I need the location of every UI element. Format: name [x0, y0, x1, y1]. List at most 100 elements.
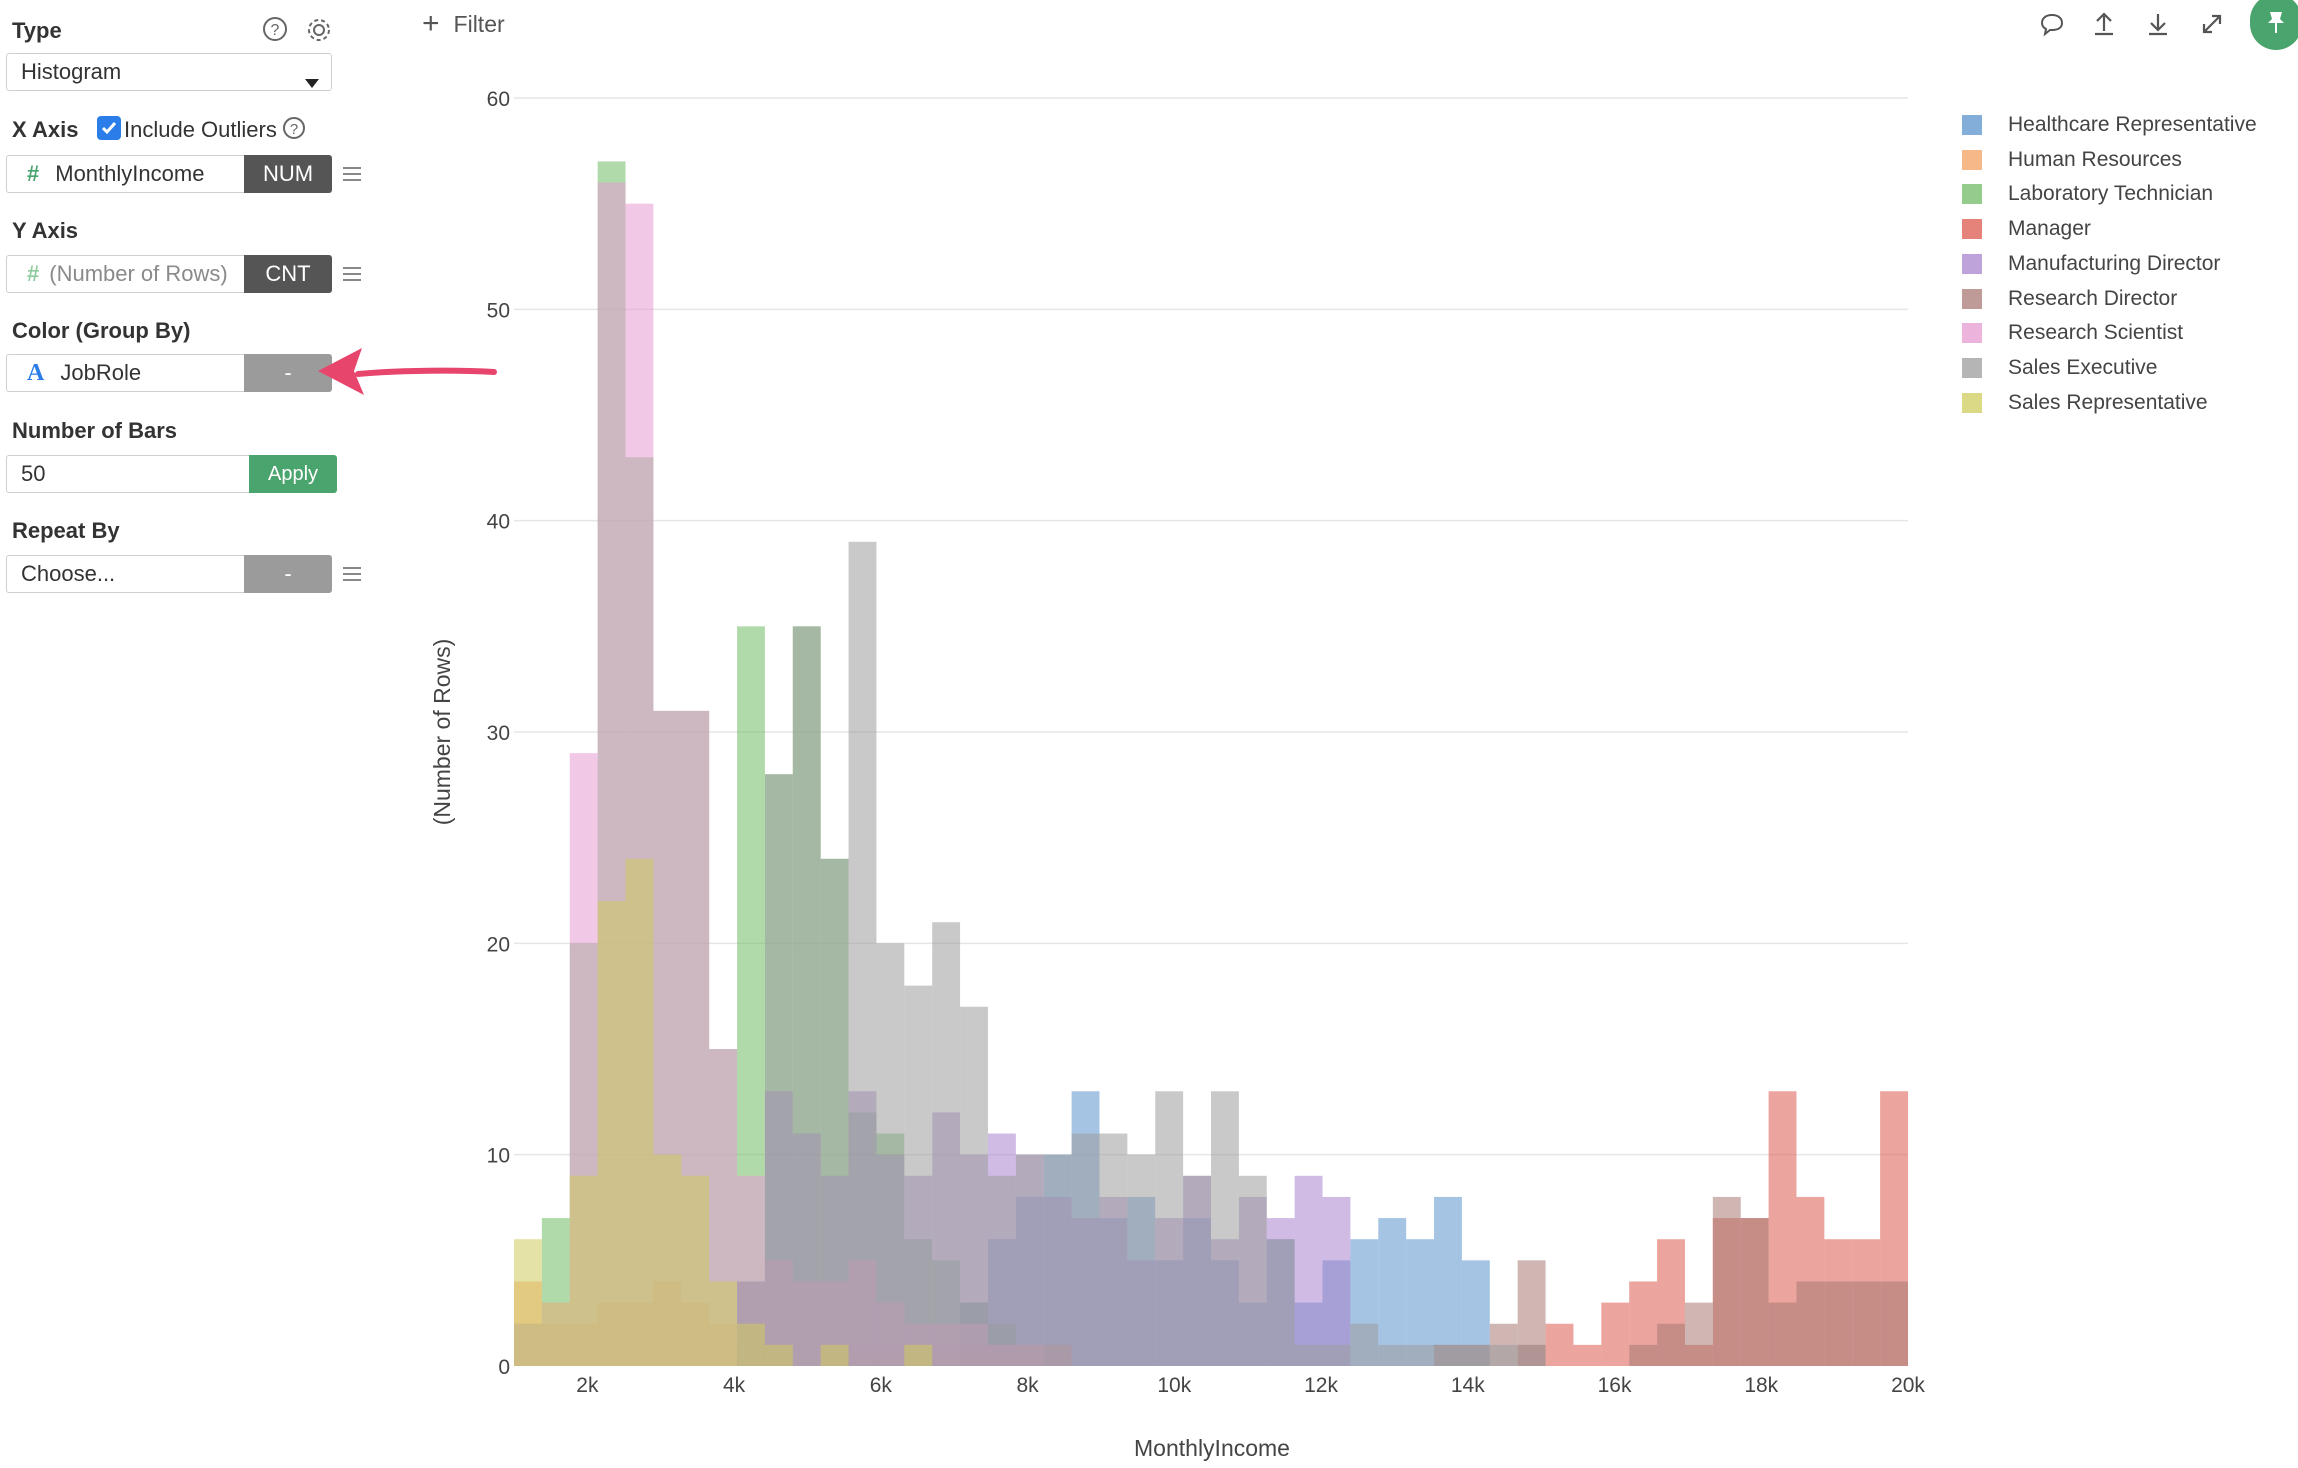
histogram-bar[interactable]: [1238, 1175, 1267, 1366]
histogram-bar[interactable]: [1127, 1154, 1156, 1366]
histogram-bar[interactable]: [1322, 1344, 1351, 1366]
x-axis-label: X Axis: [12, 117, 79, 142]
legend-swatch: [1962, 392, 1982, 413]
apply-button[interactable]: Apply: [249, 455, 337, 493]
histogram-bar[interactable]: [820, 1344, 849, 1366]
histogram-bar[interactable]: [1406, 1344, 1435, 1366]
repeat-by-menu-icon[interactable]: [343, 567, 361, 581]
histogram-bar[interactable]: [1601, 1302, 1630, 1366]
x-axis-field[interactable]: # MonthlyIncome: [6, 155, 244, 193]
histogram-bar[interactable]: [1489, 1344, 1518, 1366]
histogram-bar[interactable]: [876, 943, 905, 1366]
histogram-bar[interactable]: [1573, 1344, 1602, 1366]
histogram-bar[interactable]: [541, 1302, 570, 1366]
histogram-bar[interactable]: [1796, 1281, 1825, 1366]
x-axis-menu-icon[interactable]: [343, 167, 361, 181]
histogram-bar[interactable]: [904, 1344, 933, 1366]
y-axis-type-tag[interactable]: CNT: [244, 255, 332, 293]
include-outliers-checkbox[interactable]: [97, 116, 121, 140]
legend-item[interactable]: Research Director: [1962, 284, 2177, 314]
type-select[interactable]: Histogram: [6, 53, 332, 91]
comment-icon[interactable]: [2036, 8, 2068, 40]
histogram-bar[interactable]: [514, 1239, 542, 1366]
histogram-bar[interactable]: [1852, 1281, 1881, 1366]
histogram-bar[interactable]: [1183, 1175, 1211, 1366]
number-of-bars-input[interactable]: 50: [6, 455, 250, 493]
histogram-bar[interactable]: [1461, 1344, 1490, 1366]
histogram-bar[interactable]: [1155, 1091, 1184, 1366]
help-icon[interactable]: ?: [262, 16, 288, 42]
filter-label: Filter: [453, 10, 505, 37]
text-type-icon: A: [27, 359, 45, 386]
histogram-bar[interactable]: [1378, 1344, 1407, 1366]
histogram-bar[interactable]: [764, 1344, 793, 1366]
help-icon[interactable]: ?: [282, 116, 306, 140]
x-tick-label: 2k: [576, 1374, 599, 1397]
legend-item[interactable]: Sales Representative: [1962, 388, 2208, 418]
histogram-bar[interactable]: [1880, 1281, 1908, 1366]
plus-icon: +: [422, 7, 440, 40]
histogram-bar[interactable]: [1322, 1196, 1351, 1366]
histogram-bar[interactable]: [1071, 1133, 1100, 1366]
histogram-bar[interactable]: [904, 985, 933, 1366]
download-icon[interactable]: [2142, 8, 2174, 40]
histogram-bar[interactable]: [1294, 1175, 1323, 1366]
color-field-tag[interactable]: -: [244, 354, 332, 392]
legend-item[interactable]: Manufacturing Director: [1962, 249, 2220, 279]
histogram-bar[interactable]: [681, 1175, 710, 1366]
histogram-bar[interactable]: [709, 1281, 738, 1366]
histogram-bar[interactable]: [653, 1154, 682, 1366]
histogram-bar[interactable]: [848, 541, 877, 1366]
histogram-bar[interactable]: [1294, 1344, 1323, 1366]
color-field[interactable]: A JobRole: [6, 354, 244, 392]
upload-icon[interactable]: [2088, 8, 2120, 40]
y-axis-field[interactable]: # (Number of Rows): [6, 255, 244, 293]
histogram-bar[interactable]: [737, 1323, 765, 1366]
repeat-by-tag[interactable]: -: [244, 555, 332, 593]
histogram-bar[interactable]: [1378, 1218, 1407, 1366]
histogram-bar[interactable]: [1629, 1344, 1658, 1366]
x-tick-label: 16k: [1598, 1374, 1632, 1397]
pin-icon[interactable]: [2250, 0, 2298, 50]
histogram-bar[interactable]: [1712, 1196, 1741, 1366]
gear-icon[interactable]: [305, 16, 333, 44]
histogram-bar[interactable]: [1099, 1133, 1128, 1366]
histogram-bar[interactable]: [1517, 1344, 1546, 1366]
histogram-bar[interactable]: [1350, 1323, 1379, 1366]
expand-icon[interactable]: [2196, 8, 2228, 40]
histogram-bar[interactable]: [932, 922, 961, 1366]
histogram-bar[interactable]: [1434, 1344, 1462, 1366]
histogram-bar[interactable]: [1740, 1218, 1769, 1366]
legend-item[interactable]: Sales Executive: [1962, 353, 2157, 383]
histogram-bar[interactable]: [1211, 1091, 1239, 1366]
repeat-by-select[interactable]: Choose...: [6, 555, 244, 593]
y-axis-label: Y Axis: [12, 218, 79, 243]
legend-item[interactable]: Healthcare Representative: [1962, 110, 2257, 140]
y-axis-field-name: (Number of Rows): [49, 261, 228, 286]
histogram-bar[interactable]: [1266, 1239, 1295, 1366]
histogram-bar[interactable]: [764, 774, 793, 1366]
histogram-bar[interactable]: [1768, 1302, 1797, 1366]
legend-item[interactable]: Manager: [1962, 214, 2091, 244]
histogram-bar[interactable]: [1684, 1302, 1713, 1366]
legend-item[interactable]: Laboratory Technician: [1962, 179, 2213, 209]
histogram-bar[interactable]: [987, 1175, 1016, 1366]
histogram-bar[interactable]: [820, 858, 849, 1366]
y-axis-menu-icon[interactable]: [343, 267, 361, 281]
legend-item[interactable]: Human Resources: [1962, 145, 2182, 175]
histogram-bar[interactable]: [1015, 1154, 1044, 1366]
histogram-bar[interactable]: [1657, 1323, 1685, 1366]
histogram-bar[interactable]: [1824, 1281, 1853, 1366]
histogram-bar[interactable]: [1434, 1196, 1462, 1366]
filter-button[interactable]: + Filter: [422, 7, 505, 40]
x-axis-type-tag[interactable]: NUM: [244, 155, 332, 193]
histogram-bar[interactable]: [597, 901, 626, 1366]
histogram-bar[interactable]: [569, 1175, 598, 1366]
number-of-bars-label: Number of Bars: [12, 418, 178, 443]
legend-item[interactable]: Research Scientist: [1962, 318, 2183, 348]
histogram-bar[interactable]: [1545, 1323, 1574, 1366]
histogram-bar[interactable]: [792, 626, 821, 1366]
histogram-bar[interactable]: [625, 858, 654, 1366]
histogram-bar[interactable]: [1043, 1154, 1072, 1366]
histogram-bar[interactable]: [960, 1006, 988, 1366]
